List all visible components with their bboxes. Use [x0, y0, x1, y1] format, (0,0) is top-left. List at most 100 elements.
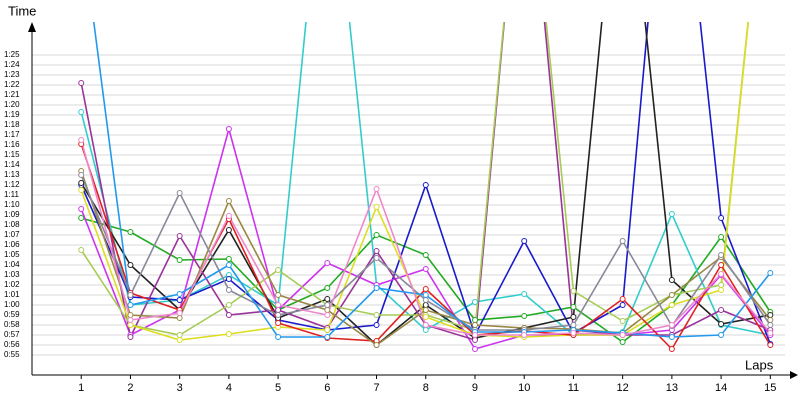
data-point: [176, 291, 183, 297]
data-point: [619, 238, 626, 244]
x-tick-label: 14: [715, 382, 727, 394]
data-point: [718, 307, 725, 313]
data-point: [78, 187, 85, 193]
data-point: [225, 256, 232, 262]
data-point: [127, 322, 134, 328]
data-point: [767, 330, 774, 336]
data-point: [718, 282, 725, 288]
y-tick-label: 1:11: [4, 190, 20, 199]
y-tick-label: 0:56: [4, 340, 20, 349]
x-tick-label: 12: [617, 382, 629, 394]
data-point: [275, 302, 282, 308]
y-tick-label: 1:10: [4, 200, 20, 209]
data-point: [668, 346, 675, 352]
data-point: [718, 321, 725, 327]
data-point: [225, 198, 232, 204]
data-point: [78, 247, 85, 253]
data-point: [422, 297, 429, 303]
y-tick-label: 1:22: [4, 80, 20, 89]
data-point: [225, 331, 232, 337]
data-point: [78, 180, 85, 186]
data-point: [668, 211, 675, 217]
data-point: [570, 314, 577, 320]
data-point: [521, 332, 528, 338]
data-point: [225, 262, 232, 268]
data-point: [570, 288, 577, 294]
x-tick-label: 6: [324, 382, 330, 394]
y-tick-label: 1:02: [4, 280, 20, 289]
y-tick-label: 1:24: [4, 60, 20, 69]
data-point: [324, 307, 331, 313]
y-tick-label: 1:20: [4, 100, 20, 109]
grid: [32, 54, 785, 356]
data-point: [373, 186, 380, 192]
data-point: [718, 262, 725, 268]
data-point: [471, 299, 478, 305]
data-point: [471, 337, 478, 343]
data-point: [471, 317, 478, 323]
data-point: [176, 297, 183, 303]
y-tick-label: 1:14: [4, 160, 20, 169]
data-point: [422, 266, 429, 272]
data-point: [176, 233, 183, 239]
y-tick-label: 0:57: [4, 330, 20, 339]
data-point: [275, 334, 282, 340]
data-point: [422, 292, 429, 298]
data-point: [127, 292, 134, 298]
data-point: [225, 276, 232, 282]
data-point: [225, 287, 232, 293]
x-tick-label: 15: [764, 382, 776, 394]
data-point: [668, 292, 675, 298]
y-tick-label: 1:21: [4, 90, 20, 99]
data-point: [127, 302, 134, 308]
data-point: [373, 342, 380, 348]
data-point: [373, 312, 380, 318]
y-tick-label: 0:58: [4, 320, 20, 329]
data-point: [718, 287, 725, 293]
data-point: [275, 292, 282, 298]
x-axis-label: Laps: [745, 357, 774, 372]
y-axis-label: Time: [8, 3, 36, 18]
data-point: [668, 334, 675, 340]
data-point: [225, 227, 232, 233]
y-tick-label: 0:59: [4, 310, 20, 319]
y-tick-label: 1:12: [4, 180, 20, 189]
y-tick-label: 1:06: [4, 240, 20, 249]
data-point: [767, 317, 774, 323]
plot-area: [78, 22, 774, 352]
data-point: [521, 291, 528, 297]
data-point: [570, 304, 577, 310]
data-point: [176, 332, 183, 338]
y-tick-label: 1:16: [4, 140, 20, 149]
data-point: [471, 346, 478, 352]
y-tick-label: 0:55: [4, 350, 20, 359]
y-tick-label: 1:18: [4, 120, 20, 129]
x-tick-label: 4: [226, 382, 232, 394]
data-point: [422, 286, 429, 292]
data-point: [668, 277, 675, 283]
data-point: [176, 310, 183, 316]
data-point: [324, 296, 331, 302]
y-tick-label: 1:25: [4, 50, 20, 59]
data-point: [275, 312, 282, 318]
data-point: [324, 260, 331, 266]
x-tick-label: 3: [177, 382, 183, 394]
data-point: [78, 206, 85, 212]
data-point: [619, 332, 626, 338]
y-tick-label: 1:03: [4, 270, 20, 279]
data-point: [668, 322, 675, 328]
data-point: [718, 332, 725, 338]
data-point: [422, 322, 429, 328]
data-point: [422, 252, 429, 258]
data-point: [373, 255, 380, 261]
data-point: [275, 307, 282, 313]
data-point: [422, 182, 429, 188]
y-tick-label: 1:09: [4, 210, 20, 219]
data-point: [78, 80, 85, 86]
data-point: [422, 307, 429, 313]
data-point: [570, 330, 577, 336]
data-point: [373, 322, 380, 328]
x-tick-label: 13: [666, 382, 678, 394]
data-point: [78, 215, 85, 221]
